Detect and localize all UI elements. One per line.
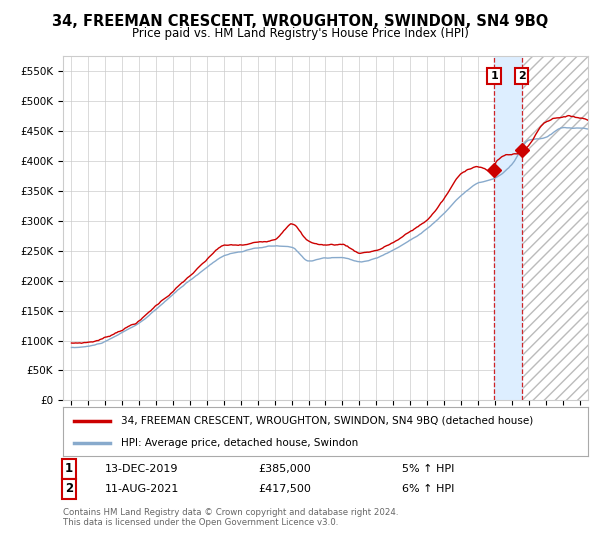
Text: Contains HM Land Registry data © Crown copyright and database right 2024.
This d: Contains HM Land Registry data © Crown c… — [63, 508, 398, 528]
Text: 11-AUG-2021: 11-AUG-2021 — [105, 484, 179, 494]
Text: 2: 2 — [518, 71, 526, 81]
Text: 34, FREEMAN CRESCENT, WROUGHTON, SWINDON, SN4 9BQ: 34, FREEMAN CRESCENT, WROUGHTON, SWINDON… — [52, 14, 548, 29]
Text: £385,000: £385,000 — [258, 464, 311, 474]
Text: £417,500: £417,500 — [258, 484, 311, 494]
Text: 1: 1 — [65, 462, 73, 475]
Text: 5% ↑ HPI: 5% ↑ HPI — [402, 464, 454, 474]
Text: 34, FREEMAN CRESCENT, WROUGHTON, SWINDON, SN4 9BQ (detached house): 34, FREEMAN CRESCENT, WROUGHTON, SWINDON… — [121, 416, 533, 426]
Text: Price paid vs. HM Land Registry's House Price Index (HPI): Price paid vs. HM Land Registry's House … — [131, 27, 469, 40]
Bar — [494, 56, 521, 400]
Text: 1: 1 — [490, 71, 498, 81]
Bar — [521, 56, 588, 400]
Text: 2: 2 — [65, 482, 73, 496]
Text: 6% ↑ HPI: 6% ↑ HPI — [402, 484, 454, 494]
Text: 13-DEC-2019: 13-DEC-2019 — [105, 464, 179, 474]
Text: HPI: Average price, detached house, Swindon: HPI: Average price, detached house, Swin… — [121, 437, 358, 447]
